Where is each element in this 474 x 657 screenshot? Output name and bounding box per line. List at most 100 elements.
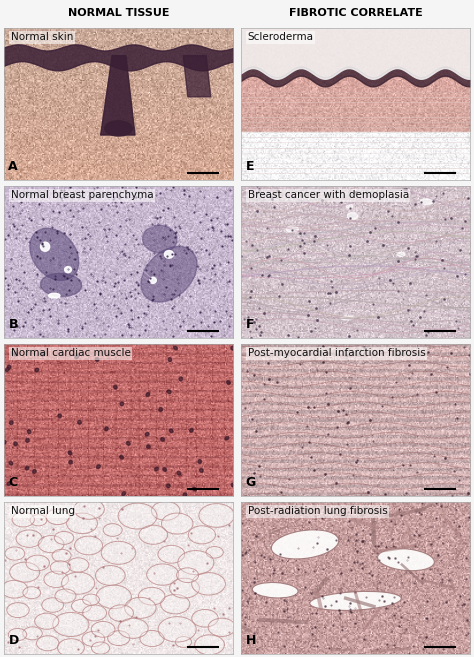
Ellipse shape bbox=[200, 468, 203, 472]
Ellipse shape bbox=[97, 464, 100, 468]
Text: Post-radiation lung fibrosis: Post-radiation lung fibrosis bbox=[248, 506, 387, 516]
Circle shape bbox=[9, 629, 26, 640]
Ellipse shape bbox=[159, 407, 163, 411]
Ellipse shape bbox=[7, 482, 11, 486]
Ellipse shape bbox=[143, 225, 177, 253]
Ellipse shape bbox=[75, 355, 79, 359]
Circle shape bbox=[148, 565, 177, 584]
Ellipse shape bbox=[48, 293, 60, 298]
Circle shape bbox=[163, 514, 191, 533]
Circle shape bbox=[119, 620, 146, 637]
Ellipse shape bbox=[35, 368, 38, 372]
Circle shape bbox=[207, 547, 222, 558]
Ellipse shape bbox=[78, 420, 81, 424]
Circle shape bbox=[18, 531, 41, 547]
Ellipse shape bbox=[30, 228, 79, 281]
Circle shape bbox=[196, 636, 223, 654]
Ellipse shape bbox=[161, 438, 164, 442]
Circle shape bbox=[37, 637, 58, 650]
Circle shape bbox=[193, 574, 224, 594]
Circle shape bbox=[160, 618, 194, 641]
Text: FIBROTIC CORRELATE: FIBROTIC CORRELATE bbox=[289, 8, 422, 18]
Circle shape bbox=[69, 558, 88, 572]
Ellipse shape bbox=[14, 442, 18, 445]
Circle shape bbox=[190, 527, 214, 543]
Circle shape bbox=[110, 606, 132, 621]
Ellipse shape bbox=[163, 468, 166, 471]
Circle shape bbox=[55, 614, 87, 635]
Ellipse shape bbox=[40, 242, 50, 251]
Ellipse shape bbox=[252, 583, 298, 598]
Circle shape bbox=[97, 566, 124, 584]
Ellipse shape bbox=[167, 390, 171, 394]
Text: E: E bbox=[246, 160, 254, 173]
Ellipse shape bbox=[146, 445, 150, 449]
Ellipse shape bbox=[8, 365, 11, 369]
Circle shape bbox=[92, 622, 114, 637]
Ellipse shape bbox=[177, 471, 181, 475]
Circle shape bbox=[36, 614, 58, 629]
Ellipse shape bbox=[33, 470, 36, 474]
Circle shape bbox=[24, 587, 40, 598]
Text: Post-myocardial infarction fibrosis: Post-myocardial infarction fibrosis bbox=[248, 348, 426, 358]
Circle shape bbox=[8, 603, 28, 617]
Circle shape bbox=[75, 500, 103, 518]
Circle shape bbox=[47, 510, 68, 524]
Ellipse shape bbox=[397, 252, 405, 256]
Text: G: G bbox=[246, 476, 255, 489]
Text: F: F bbox=[246, 318, 254, 330]
Ellipse shape bbox=[271, 530, 339, 559]
Circle shape bbox=[171, 579, 198, 597]
Ellipse shape bbox=[25, 466, 29, 470]
Circle shape bbox=[120, 505, 155, 528]
Ellipse shape bbox=[120, 455, 124, 459]
Circle shape bbox=[162, 595, 188, 613]
Ellipse shape bbox=[347, 212, 357, 219]
Ellipse shape bbox=[114, 385, 117, 389]
Ellipse shape bbox=[225, 436, 228, 440]
Circle shape bbox=[140, 526, 166, 543]
Ellipse shape bbox=[173, 346, 177, 350]
Circle shape bbox=[51, 562, 69, 574]
Ellipse shape bbox=[95, 357, 99, 361]
Circle shape bbox=[43, 599, 63, 612]
Circle shape bbox=[176, 637, 191, 647]
Circle shape bbox=[141, 631, 163, 646]
Ellipse shape bbox=[6, 368, 9, 371]
Circle shape bbox=[109, 631, 129, 645]
Ellipse shape bbox=[9, 420, 13, 424]
Text: D: D bbox=[9, 634, 18, 646]
Text: B: B bbox=[9, 318, 18, 330]
Polygon shape bbox=[105, 121, 132, 136]
Text: A: A bbox=[9, 160, 18, 173]
Ellipse shape bbox=[378, 549, 434, 571]
Circle shape bbox=[53, 550, 70, 561]
Ellipse shape bbox=[169, 429, 173, 433]
Circle shape bbox=[98, 586, 129, 608]
Circle shape bbox=[210, 619, 234, 635]
Circle shape bbox=[104, 524, 121, 535]
Ellipse shape bbox=[146, 393, 150, 396]
Circle shape bbox=[56, 590, 75, 602]
Text: Normal breast parenchyma: Normal breast parenchyma bbox=[11, 190, 153, 200]
Ellipse shape bbox=[164, 250, 173, 258]
Ellipse shape bbox=[141, 246, 197, 302]
Circle shape bbox=[103, 543, 134, 563]
Circle shape bbox=[68, 514, 96, 533]
Ellipse shape bbox=[127, 442, 130, 445]
Text: Breast cancer with demoplasia: Breast cancer with demoplasia bbox=[248, 190, 409, 200]
Circle shape bbox=[2, 581, 27, 597]
Circle shape bbox=[76, 537, 101, 554]
Circle shape bbox=[193, 610, 217, 626]
Ellipse shape bbox=[179, 377, 182, 381]
Circle shape bbox=[92, 643, 109, 654]
Circle shape bbox=[55, 532, 73, 544]
Ellipse shape bbox=[120, 402, 124, 406]
Ellipse shape bbox=[105, 427, 108, 431]
Ellipse shape bbox=[27, 430, 31, 434]
Text: Normal skin: Normal skin bbox=[11, 32, 73, 42]
Circle shape bbox=[153, 503, 178, 519]
Circle shape bbox=[83, 595, 99, 604]
Ellipse shape bbox=[149, 277, 156, 283]
Circle shape bbox=[59, 640, 83, 656]
